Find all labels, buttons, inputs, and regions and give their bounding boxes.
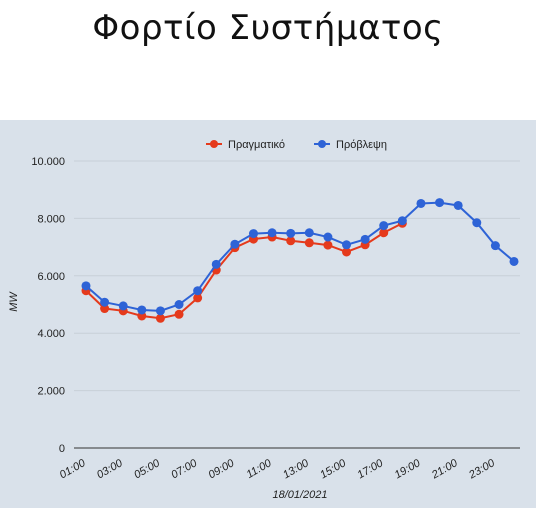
x-tick-label: 01:00: [58, 457, 89, 482]
data-point: [155, 313, 165, 323]
data-point: [193, 293, 203, 303]
data-point: [416, 198, 426, 208]
data-point: [379, 228, 389, 238]
y-tick-label: 4.000: [37, 328, 65, 340]
data-point: [304, 228, 314, 238]
x-axis-label: 18/01/2021: [272, 489, 327, 501]
data-point: [323, 240, 333, 250]
x-tick-label: 11:00: [244, 457, 274, 481]
data-point: [81, 281, 91, 291]
data-point: [174, 300, 184, 309]
y-axis-label: MW: [8, 291, 20, 312]
data-point: [490, 241, 500, 251]
data-point: [230, 239, 240, 249]
data-point: [286, 236, 296, 246]
data-point: [342, 240, 352, 250]
legend-marker: [210, 140, 218, 148]
chart-panel: 0 2.000 4.000 6.000 8.000 10.000 01:00 03:00 05…: [0, 120, 536, 508]
series-line: [85, 222, 403, 320]
data-point: [211, 259, 221, 269]
data-point: [118, 301, 128, 311]
data-point: [379, 221, 389, 231]
data-point: [342, 247, 352, 257]
chart-gridlines: [74, 160, 520, 449]
data-point: [155, 306, 165, 316]
x-tick-label: 17:00: [355, 457, 386, 482]
legend-marker: [318, 140, 326, 148]
x-tick-label: 03:00: [95, 457, 126, 482]
data-point: [435, 198, 445, 208]
data-point: [267, 228, 277, 238]
x-tick-label: 05:00: [132, 457, 163, 482]
data-point: [174, 309, 184, 319]
x-tick-label: 07:00: [169, 457, 200, 482]
x-tick-label: 13:00: [281, 457, 312, 482]
x-tick-label: 09:00: [207, 457, 238, 482]
x-axis-ticks: 01:00 03:00 05:00 07:00 09:00 11:00 13:00 15:00…: [58, 457, 498, 482]
data-point: [397, 216, 407, 226]
x-tick-label: 15:00: [318, 457, 349, 482]
data-point: [248, 229, 258, 239]
line-chart: 0 2.000 4.000 6.000 8.000 10.000 01:00 03:00 05…: [8, 139, 520, 501]
data-point: [323, 232, 333, 242]
y-tick-label: 6.000: [37, 271, 65, 283]
x-tick-label: 23:00: [466, 457, 497, 482]
data-point: [453, 200, 463, 210]
data-point: [193, 286, 203, 296]
x-tick-label: 19:00: [393, 457, 424, 482]
data-point: [360, 234, 370, 244]
data-point: [100, 297, 110, 307]
page-title: Φορτίο Συστήματος: [92, 8, 444, 48]
y-axis-ticks: 0 2.000 4.000 6.000 8.000 10.000: [31, 156, 65, 455]
legend-label: Πρόβλεψη: [336, 139, 387, 151]
data-point: [304, 238, 314, 248]
data-point: [137, 305, 147, 315]
x-tick-label: 21:00: [429, 457, 460, 482]
chart-legend: Πραγματικό Πρόβλεψη: [206, 139, 387, 151]
data-point: [100, 304, 110, 314]
y-tick-label: 10.000: [31, 156, 65, 168]
chart-series: [81, 198, 519, 323]
y-tick-label: 8.000: [37, 213, 65, 225]
y-tick-label: 0: [59, 443, 65, 455]
data-point: [472, 218, 482, 228]
y-tick-label: 2.000: [37, 386, 65, 398]
data-point: [509, 256, 519, 266]
legend-label: Πραγματικό: [228, 139, 285, 151]
data-point: [286, 228, 296, 238]
